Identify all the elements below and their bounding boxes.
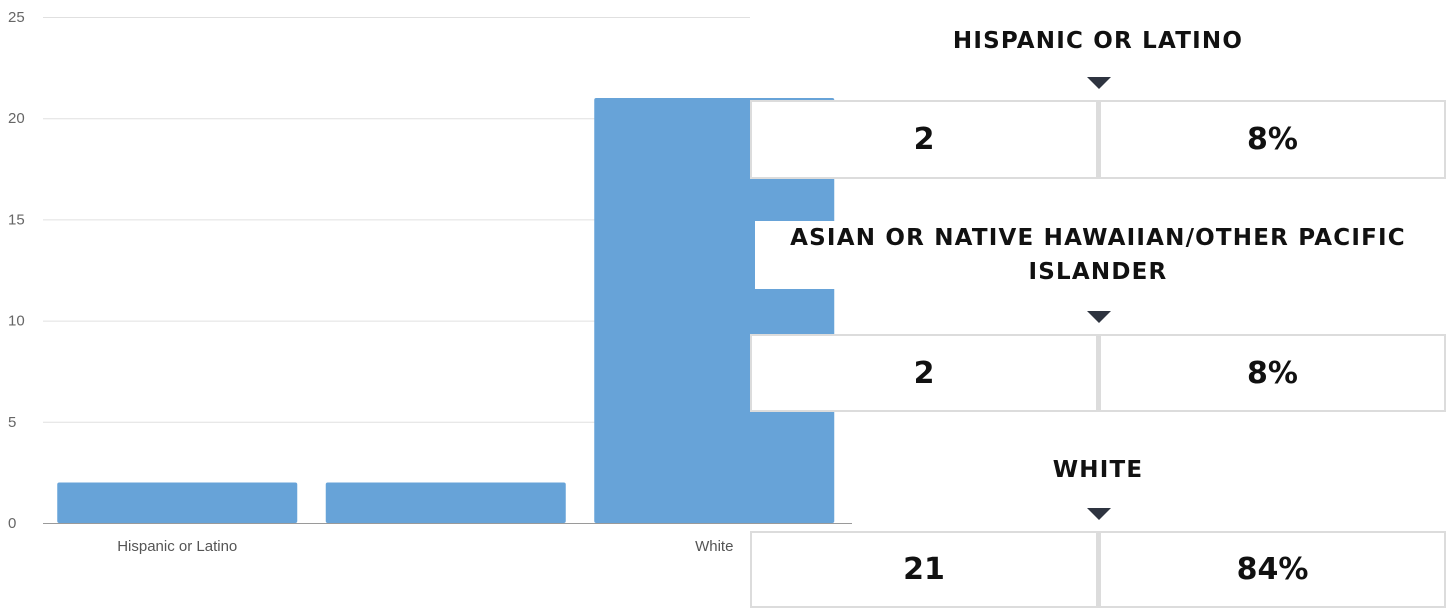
bar[interactable]	[57, 482, 298, 523]
y-axis-ticks: 0 5 10 15 20 25	[8, 9, 25, 532]
breakdown-count: 21	[750, 531, 1098, 608]
breakdown-title-hispanic: HISPANIC OR LATINO	[860, 24, 1336, 58]
caret-down-icon	[1087, 77, 1111, 89]
x-category-label: White	[695, 538, 733, 555]
x-axis-categories: Hispanic or Latino White	[117, 538, 733, 555]
breakdown-row-white: 21 84%	[750, 531, 1446, 608]
x-category-label: Hispanic or Latino	[117, 538, 237, 555]
y-tick-label: 20	[8, 110, 25, 127]
chart-bars	[57, 97, 835, 524]
breakdown-title-white: WHITE	[860, 453, 1336, 487]
breakdown-percent: 84%	[1098, 531, 1446, 608]
y-tick-label: 0	[8, 515, 16, 532]
y-tick-label: 25	[8, 9, 25, 26]
breakdown-count: 2	[750, 334, 1098, 412]
breakdown-count: 2	[750, 100, 1098, 179]
breakdown-title-asian: ASIAN OR NATIVE HAWAIIAN/OTHER PACIFIC I…	[755, 221, 1441, 289]
caret-down-icon	[1087, 508, 1111, 520]
bar[interactable]	[594, 97, 835, 524]
breakdown-percent: 8%	[1098, 100, 1446, 179]
breakdown-row-hispanic: 2 8%	[750, 100, 1446, 179]
breakdown-percent: 8%	[1098, 334, 1446, 412]
y-tick-label: 10	[8, 313, 25, 330]
bar[interactable]	[325, 482, 566, 523]
y-tick-label: 5	[8, 414, 16, 431]
breakdown-row-asian: 2 8%	[750, 334, 1446, 412]
caret-down-icon	[1087, 311, 1111, 323]
y-tick-label: 15	[8, 211, 25, 228]
